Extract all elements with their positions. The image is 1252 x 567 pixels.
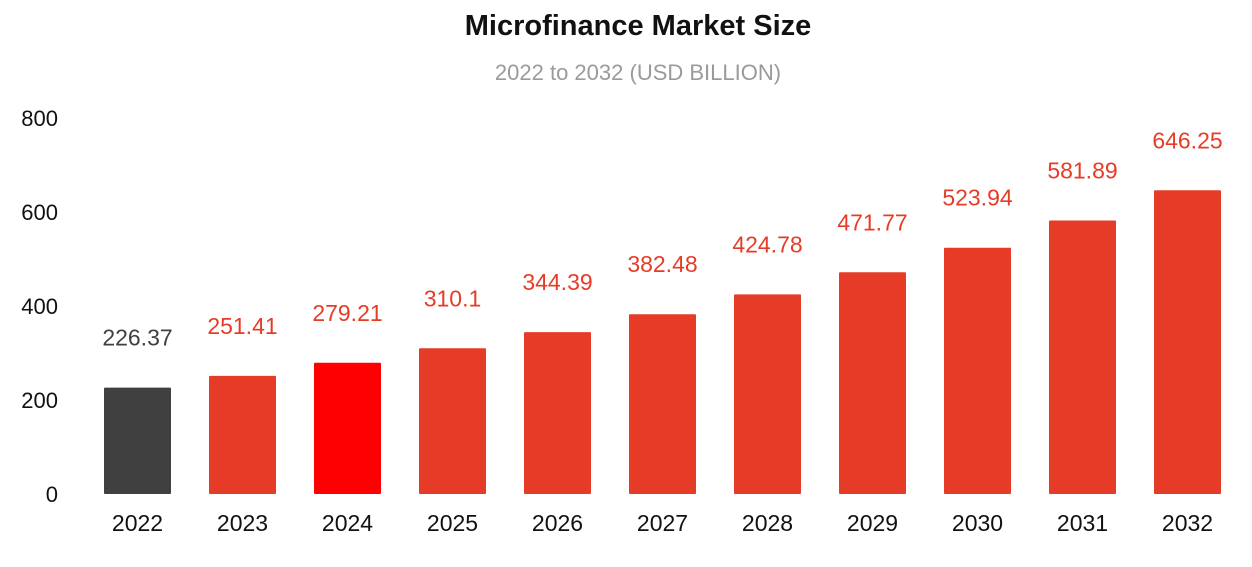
- value-label-2024: 279.21: [312, 300, 382, 326]
- x-tick-label-2029: 2029: [847, 510, 898, 536]
- bar-2029: [839, 272, 906, 494]
- bar-2027: [629, 314, 696, 494]
- y-tick-label: 400: [21, 294, 58, 319]
- x-tick-label-2028: 2028: [742, 510, 793, 536]
- y-tick-label: 0: [46, 482, 58, 507]
- x-tick-label-2025: 2025: [427, 510, 478, 536]
- y-axis-ticks: 0 200 400 600 800: [21, 106, 58, 507]
- value-label-2032: 646.25: [1152, 127, 1222, 153]
- y-tick-label: 200: [21, 388, 58, 413]
- x-axis-ticks: 2022 2023 2024 2025 2026 2027 2028 2029 2030 2031…: [112, 510, 1213, 536]
- x-tick-label-2032: 2032: [1162, 510, 1213, 536]
- value-labels-group: 226.37 251.41 279.21 310.1 344.39 382.48 424.7…: [102, 127, 1222, 350]
- bar-2023: [209, 375, 276, 494]
- value-label-2027: 382.48: [627, 251, 697, 277]
- x-tick-label-2024: 2024: [322, 510, 373, 536]
- value-label-2022: 226.37: [102, 325, 172, 351]
- value-label-2028: 424.78: [732, 231, 802, 257]
- value-label-2029: 471.77: [837, 209, 907, 235]
- value-label-2031: 581.89: [1047, 158, 1117, 184]
- x-tick-label-2022: 2022: [112, 510, 163, 536]
- bar-2032: [1154, 190, 1221, 494]
- bar-2024: [314, 362, 381, 494]
- bar-2028: [734, 294, 801, 494]
- value-label-2025: 310.1: [424, 285, 482, 311]
- bars-group: [104, 190, 1221, 494]
- value-label-2030: 523.94: [942, 185, 1013, 211]
- chart-title: Microfinance Market Size: [465, 10, 812, 42]
- value-label-2023: 251.41: [207, 313, 277, 339]
- x-tick-label-2026: 2026: [532, 510, 583, 536]
- y-tick-label: 800: [21, 106, 58, 131]
- x-tick-label-2023: 2023: [217, 510, 268, 536]
- value-label-2026: 344.39: [522, 269, 592, 295]
- bar-2030: [944, 247, 1011, 494]
- bar-2022: [104, 387, 171, 494]
- x-tick-label-2030: 2030: [952, 510, 1003, 536]
- x-tick-label-2031: 2031: [1057, 510, 1108, 536]
- x-tick-label-2027: 2027: [637, 510, 688, 536]
- y-tick-label: 600: [21, 200, 58, 225]
- chart-subtitle: 2022 to 2032 (USD BILLION): [495, 60, 781, 85]
- bar-2026: [524, 332, 591, 494]
- bar-2025: [419, 348, 486, 494]
- bar-2031: [1049, 220, 1116, 494]
